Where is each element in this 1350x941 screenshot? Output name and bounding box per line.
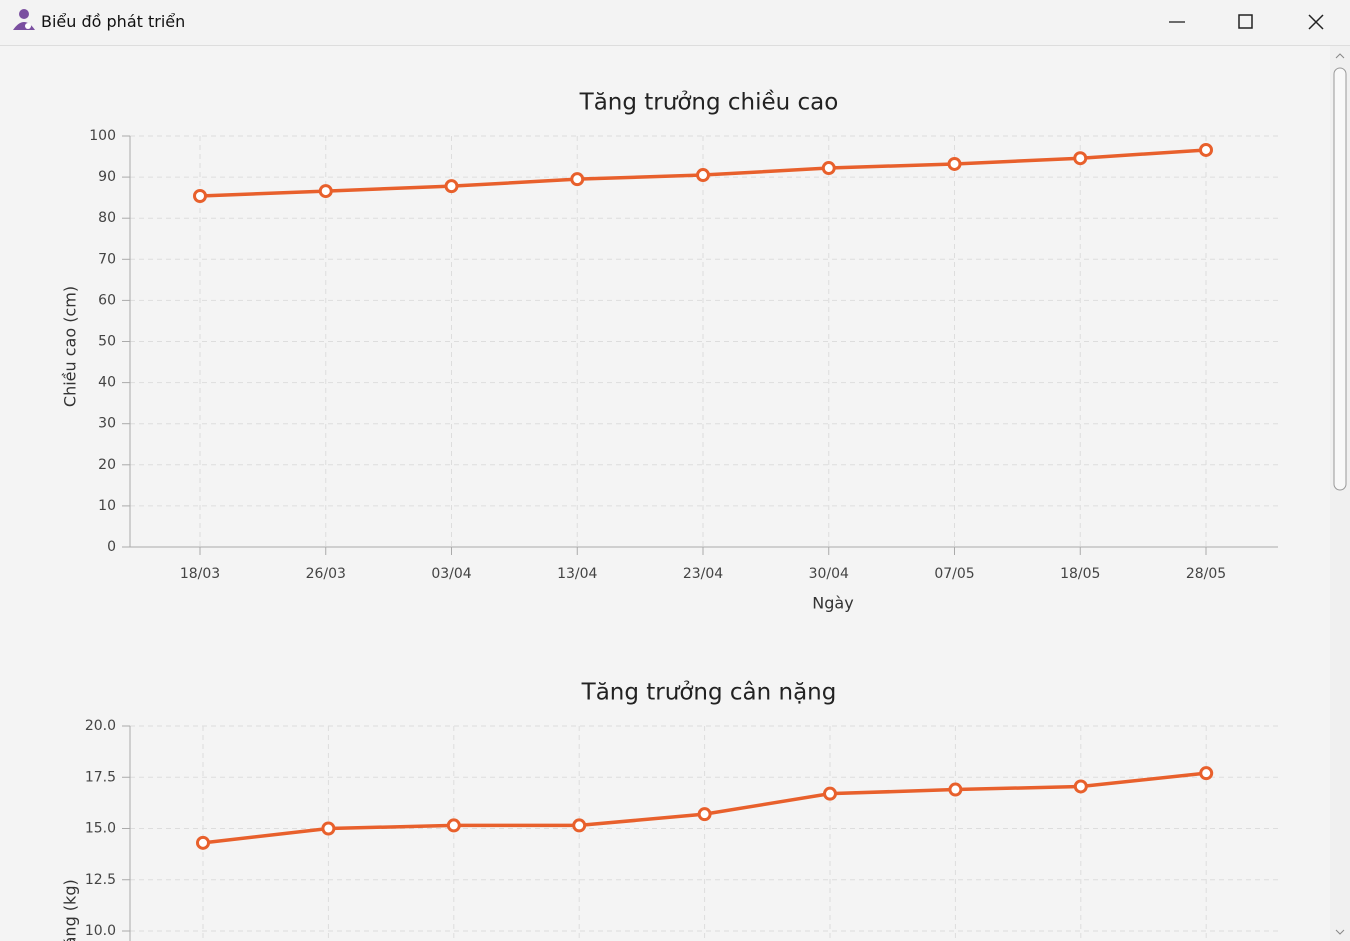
point <box>1073 151 1088 166</box>
y-tick-label: 10 <box>98 498 116 514</box>
y-tick-label: 0 <box>107 539 116 555</box>
point <box>1199 142 1213 157</box>
y-tick-label: 50 <box>98 334 116 350</box>
x-tick-label: 28/05 <box>1186 566 1226 582</box>
y-tick-label: 30 <box>98 416 116 432</box>
y-tick-label: 90 <box>98 169 116 185</box>
point <box>572 818 587 833</box>
x-axis-label: Ngày <box>812 594 853 613</box>
window-title: Biểu đồ phát triển <box>41 12 186 31</box>
point <box>446 818 461 833</box>
y-axis-label: Cân nặng (kg) <box>61 879 80 941</box>
point <box>1073 779 1088 794</box>
chart-title: Tăng trưởng chiều cao <box>579 90 839 116</box>
y-tick-label: 20.0 <box>85 718 116 734</box>
y-tick-label: 10.0 <box>85 923 116 939</box>
x-tick-label: 23/04 <box>683 566 723 582</box>
app-icon <box>13 9 35 30</box>
x-tick-label: 03/04 <box>431 566 471 582</box>
point <box>570 172 585 187</box>
point <box>318 184 333 199</box>
y-tick-label: 60 <box>98 292 116 308</box>
y-tick-label: 80 <box>98 210 116 226</box>
y-tick-label: 15.0 <box>85 821 116 837</box>
y-tick-label: 17.5 <box>85 769 116 785</box>
point <box>196 835 210 850</box>
x-tick-label: 18/03 <box>180 566 220 582</box>
y-tick-label: 20 <box>98 457 116 473</box>
y-tick-label: 12.5 <box>85 872 116 888</box>
x-tick-label: 13/04 <box>557 566 597 582</box>
point <box>697 807 712 822</box>
y-tick-label: 40 <box>98 375 116 391</box>
x-tick-label: 30/04 <box>809 566 849 582</box>
y-axis-label: Chiều cao (cm) <box>61 286 80 407</box>
point <box>696 168 710 183</box>
point <box>193 189 207 204</box>
point <box>1199 766 1214 781</box>
point <box>948 782 963 797</box>
content: Tăng trưởng chiều cao 0 10 20 30 40 50 60 70 80 90… <box>0 46 1330 941</box>
chart-title: Tăng trưởng cân nặng <box>581 680 837 706</box>
title-bar: Biểu đồ phát triển <box>0 0 1350 46</box>
window-controls[interactable] <box>1150 0 1350 45</box>
y-tick-label: 70 <box>98 251 116 267</box>
point <box>823 786 837 801</box>
point <box>321 821 336 836</box>
point <box>821 161 836 176</box>
x-tick-label: 07/05 <box>934 566 974 582</box>
y-tick-label: 100 <box>89 128 116 144</box>
x-tick-label: 26/03 <box>306 566 346 582</box>
x-tick-label: 18/05 <box>1060 566 1100 582</box>
point <box>947 156 962 171</box>
scrollbar-track <box>1333 53 1347 935</box>
charts: Tăng trưởng chiều cao 0 10 20 30 40 50 60 70 80 90… <box>61 90 1278 941</box>
scrollbar[interactable] <box>1330 46 1350 941</box>
point <box>444 179 459 194</box>
